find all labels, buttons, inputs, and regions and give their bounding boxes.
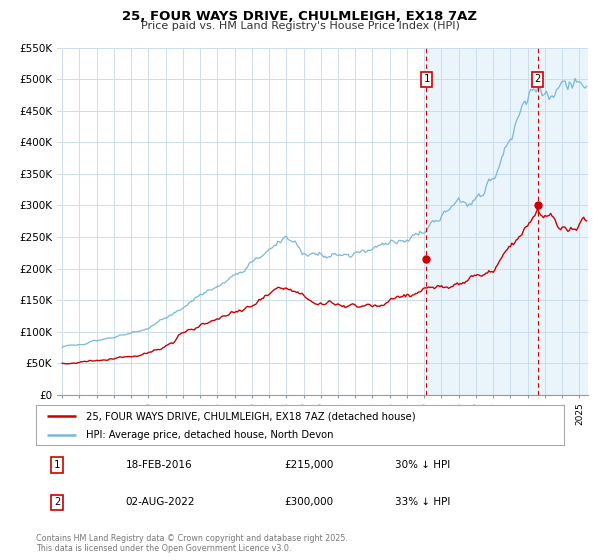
Text: Contains HM Land Registry data © Crown copyright and database right 2025.
This d: Contains HM Land Registry data © Crown c… [36, 534, 348, 553]
Text: 2: 2 [535, 74, 541, 84]
Text: £215,000: £215,000 [284, 460, 334, 470]
Text: 02-AUG-2022: 02-AUG-2022 [126, 497, 195, 507]
Text: Price paid vs. HM Land Registry's House Price Index (HPI): Price paid vs. HM Land Registry's House … [140, 21, 460, 31]
Text: 1: 1 [54, 460, 60, 470]
Text: 2: 2 [54, 497, 60, 507]
Text: 1: 1 [424, 74, 430, 84]
Text: 30% ↓ HPI: 30% ↓ HPI [395, 460, 450, 470]
Text: 25, FOUR WAYS DRIVE, CHULMLEIGH, EX18 7AZ (detached house): 25, FOUR WAYS DRIVE, CHULMLEIGH, EX18 7A… [86, 411, 416, 421]
Text: 33% ↓ HPI: 33% ↓ HPI [395, 497, 451, 507]
Text: 25, FOUR WAYS DRIVE, CHULMLEIGH, EX18 7AZ: 25, FOUR WAYS DRIVE, CHULMLEIGH, EX18 7A… [122, 10, 478, 22]
Text: HPI: Average price, detached house, North Devon: HPI: Average price, detached house, Nort… [86, 430, 334, 440]
Text: 18-FEB-2016: 18-FEB-2016 [126, 460, 193, 470]
Text: £300,000: £300,000 [284, 497, 333, 507]
Bar [427, 48, 588, 395]
